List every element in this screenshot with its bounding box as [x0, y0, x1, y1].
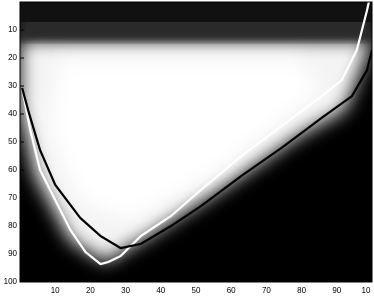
y-tick-label: 40 — [8, 109, 17, 118]
y-tick-label: 30 — [8, 81, 17, 90]
y-tick-label: 100 — [4, 277, 18, 286]
y-tick-label: 80 — [8, 221, 17, 230]
x-tick-label: 10 — [362, 286, 371, 295]
y-tick-label: 50 — [8, 137, 17, 146]
y-tick-label: 10 — [8, 25, 17, 34]
x-tick-label: 10 — [51, 286, 60, 295]
x-tick-label: 60 — [227, 286, 236, 295]
image-background — [20, 2, 372, 282]
x-tick-label: 80 — [297, 286, 306, 295]
chart: 10 20 30 40 50 60 70 80 90 10 10 20 30 40 50 60 70 80 90 10… — [0, 0, 374, 297]
x-tick-label: 30 — [121, 286, 130, 295]
x-tick-label: 70 — [262, 286, 271, 295]
y-tick-label: 60 — [8, 165, 17, 174]
x-tick-label: 20 — [86, 286, 95, 295]
y-tick-label: 70 — [8, 193, 17, 202]
y-tick-label: 20 — [8, 53, 17, 62]
y-tick-label: 90 — [8, 249, 17, 258]
x-tick-label: 40 — [156, 286, 165, 295]
x-tick-label: 50 — [192, 286, 201, 295]
x-tick-label: 90 — [332, 286, 341, 295]
